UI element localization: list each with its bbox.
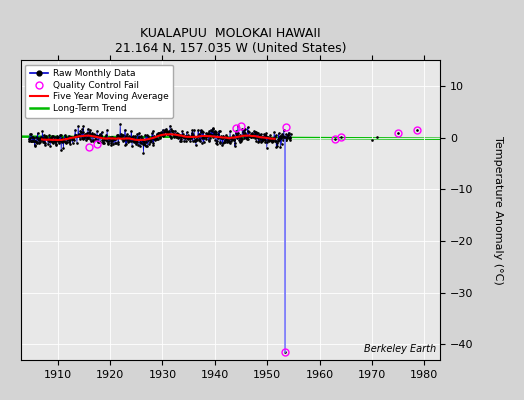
Text: Berkeley Earth: Berkeley Earth <box>364 344 436 354</box>
Y-axis label: Temperature Anomaly (°C): Temperature Anomaly (°C) <box>493 136 503 284</box>
Title: KUALAPUU  MOLOKAI HAWAII
21.164 N, 157.035 W (United States): KUALAPUU MOLOKAI HAWAII 21.164 N, 157.03… <box>115 27 346 55</box>
Legend: Raw Monthly Data, Quality Control Fail, Five Year Moving Average, Long-Term Tren: Raw Monthly Data, Quality Control Fail, … <box>26 64 173 118</box>
